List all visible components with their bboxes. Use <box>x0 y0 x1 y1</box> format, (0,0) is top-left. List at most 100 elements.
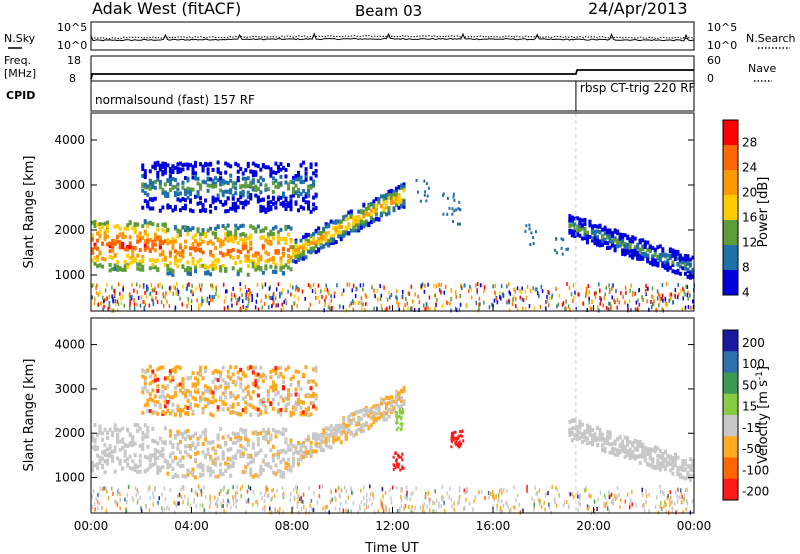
velocity-cell <box>151 453 155 458</box>
velocity-cell <box>598 432 602 437</box>
velocity-cell <box>422 504 424 509</box>
velocity-cell <box>608 430 612 435</box>
power-cell <box>206 177 210 182</box>
power-cell <box>138 259 142 264</box>
velocity-cell <box>382 414 386 419</box>
power-cell <box>616 297 619 302</box>
power-cell <box>226 163 230 168</box>
velocity-cell <box>101 456 105 461</box>
power-cell <box>171 208 175 213</box>
velocity-cell <box>658 463 662 468</box>
velocity-cell <box>362 428 366 433</box>
velocity-cell <box>236 411 240 416</box>
power-cell <box>274 205 278 210</box>
velocity-cell <box>608 435 612 440</box>
power-cell <box>166 264 170 269</box>
velocity-cell <box>347 509 349 514</box>
power-cell <box>662 298 664 303</box>
velocity-cell <box>310 498 313 503</box>
power-cell <box>111 241 115 246</box>
power-cell <box>256 260 260 265</box>
power-cell <box>274 296 277 301</box>
velocity-cell <box>156 467 160 472</box>
power-cell <box>671 262 675 267</box>
power-cell <box>289 199 293 204</box>
power-cell <box>108 244 112 249</box>
power-cell <box>181 162 185 167</box>
velocity-cell <box>177 501 179 506</box>
velocity-cell <box>618 442 622 447</box>
power-cell <box>608 228 612 233</box>
power-cell <box>575 228 579 233</box>
velocity-cell <box>93 437 97 442</box>
power-cell <box>397 205 401 210</box>
velocity-cell <box>163 507 166 512</box>
velocity-cell <box>264 407 268 412</box>
velocity-cell <box>281 380 285 385</box>
power-cell <box>329 240 333 245</box>
power-cell <box>687 305 690 310</box>
velocity-cell <box>303 505 305 510</box>
power-cell <box>519 288 521 293</box>
y-tick-label: 1000 <box>54 268 85 282</box>
velocity-cell <box>289 465 293 470</box>
power-cell <box>269 200 273 205</box>
velocity-cell <box>251 370 255 375</box>
power-cell <box>126 226 130 231</box>
velocity-cell <box>173 510 176 515</box>
power-cell <box>668 265 672 270</box>
velocity-cell <box>562 503 565 508</box>
velocity-cell <box>372 419 376 424</box>
power-cell <box>163 168 167 173</box>
power-cell <box>264 165 268 170</box>
power-cell <box>231 247 235 252</box>
velocity-cell <box>188 470 192 475</box>
power-cell <box>331 305 333 310</box>
velocity-cell <box>206 447 210 452</box>
power-cell <box>128 245 132 250</box>
velocity-cell <box>223 509 225 514</box>
velocity-plot-background <box>91 318 694 513</box>
power-cell <box>633 248 637 253</box>
power-cell <box>423 179 426 183</box>
velocity-cell <box>621 442 625 447</box>
power-cell <box>357 222 361 227</box>
velocity-cell <box>682 509 684 514</box>
velocity-cell <box>312 449 316 454</box>
velocity-cell <box>329 429 333 434</box>
power-cell <box>128 256 132 261</box>
velocity-cell <box>194 490 197 495</box>
velocity-cell <box>329 445 333 450</box>
velocity-cell <box>605 501 608 506</box>
velocity-cell <box>309 386 313 391</box>
velocity-cell <box>281 448 285 453</box>
velocity-cell <box>229 410 233 415</box>
velocity-cell <box>117 488 120 493</box>
velocity-cell <box>377 403 381 408</box>
power-cell <box>638 247 642 252</box>
velocity-cell <box>235 504 237 509</box>
velocity-cell <box>173 385 177 390</box>
power-cell <box>148 266 152 271</box>
power-cell <box>113 292 116 297</box>
velocity-cell <box>396 453 399 457</box>
power-cell <box>229 254 233 259</box>
velocity-cell <box>678 474 682 479</box>
power-cell <box>299 256 303 261</box>
power-cell <box>133 306 136 311</box>
power-cell <box>231 206 235 211</box>
velocity-cell <box>282 495 285 500</box>
velocity-heatmap <box>91 318 695 515</box>
velocity-cell <box>240 493 242 498</box>
power-cell <box>96 283 98 288</box>
power-cell <box>593 236 597 241</box>
velocity-cell <box>400 417 403 421</box>
power-cell <box>643 245 647 250</box>
velocity-cell <box>163 399 167 404</box>
power-cell <box>353 300 356 305</box>
velocity-cell <box>173 393 177 398</box>
velocity-cell <box>140 509 143 514</box>
velocity-cell <box>249 412 253 417</box>
velocity-cell <box>387 395 391 400</box>
velocity-cell <box>304 450 308 455</box>
